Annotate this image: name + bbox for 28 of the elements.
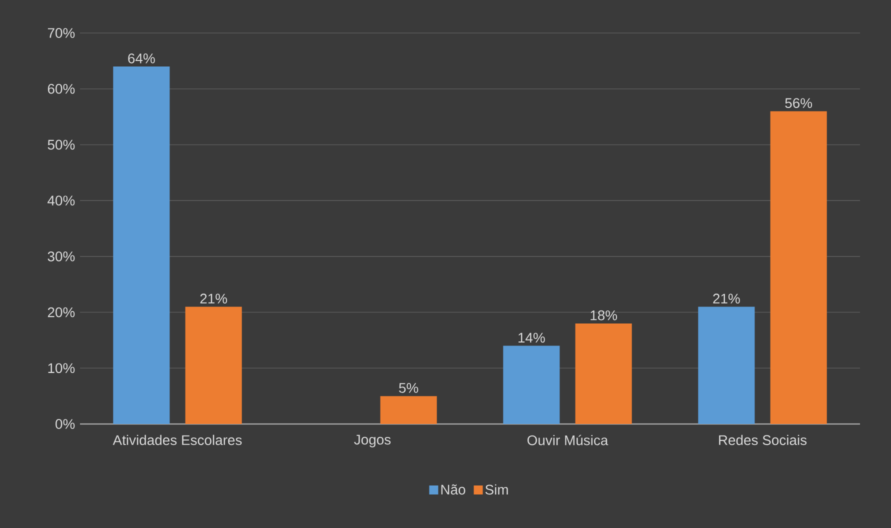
- y-tick-label: 0%: [56, 419, 75, 429]
- data-label: 64%: [128, 53, 155, 64]
- bar: [503, 346, 560, 424]
- y-tick-label: 60%: [48, 84, 75, 94]
- x-tick-label: Jogos: [354, 434, 391, 448]
- y-tick-label: 40%: [48, 196, 75, 206]
- y-tick-label: 10%: [48, 363, 75, 374]
- data-label: 18%: [590, 310, 618, 320]
- data-label: 21%: [713, 294, 740, 304]
- bar: [185, 306, 242, 424]
- data-label: 21%: [200, 294, 228, 304]
- y-tick-label: 70%: [48, 28, 75, 38]
- bar: [113, 66, 170, 424]
- bar: [380, 396, 437, 424]
- x-tick-label: Ouvir Música: [527, 434, 608, 446]
- x-tick-label: Atividades Escolares: [112, 434, 242, 446]
- legend-label: Não: [441, 484, 466, 495]
- bar: [698, 306, 755, 424]
- data-label: 56%: [785, 98, 812, 108]
- data-label: 5%: [399, 383, 418, 393]
- data-label: 14%: [518, 332, 545, 343]
- legend-label: Sim: [485, 484, 508, 495]
- bar: [575, 323, 632, 424]
- y-tick-label: 20%: [48, 307, 75, 318]
- y-tick-label: 30%: [48, 251, 75, 262]
- bar: [770, 111, 827, 424]
- x-tick-label: Redes Sociais: [719, 434, 807, 446]
- y-tick-label: 50%: [48, 140, 75, 150]
